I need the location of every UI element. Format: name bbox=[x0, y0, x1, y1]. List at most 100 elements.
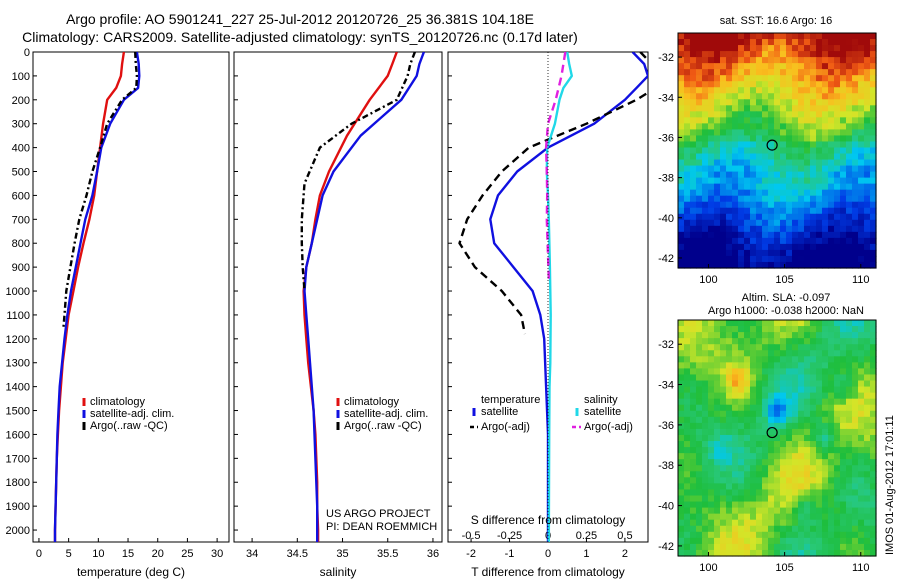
heatmap-cell bbox=[792, 87, 799, 94]
heatmap-cell bbox=[864, 171, 871, 179]
heatmap-cell bbox=[690, 129, 697, 137]
heatmap-cell bbox=[762, 123, 769, 131]
heatmap-cell bbox=[690, 362, 697, 370]
heatmap-cell bbox=[870, 243, 877, 251]
heatmap-cell bbox=[696, 441, 703, 448]
heatmap-cell bbox=[870, 213, 877, 221]
heatmap-cell bbox=[774, 117, 781, 124]
heatmap-cell bbox=[726, 225, 733, 233]
heatmap-cell bbox=[732, 93, 739, 100]
heatmap-cell bbox=[846, 57, 853, 64]
heatmap-cell bbox=[702, 489, 709, 497]
heatmap-cell bbox=[816, 189, 823, 197]
heatmap-cell bbox=[864, 320, 871, 327]
heatmap-cell bbox=[786, 483, 793, 491]
heatmap-cell bbox=[762, 75, 769, 82]
heatmap-cell bbox=[864, 153, 871, 161]
heatmap-cell bbox=[750, 459, 757, 466]
heatmap-cell bbox=[756, 344, 763, 351]
heatmap-cell bbox=[684, 543, 691, 551]
heatmap-cell bbox=[732, 129, 739, 137]
heatmap-cell bbox=[696, 159, 703, 167]
heatmap-cell bbox=[708, 368, 715, 376]
heatmap-cell bbox=[750, 368, 757, 376]
heatmap-cell bbox=[834, 177, 841, 185]
heatmap-cell bbox=[792, 380, 799, 388]
heatmap-cell bbox=[840, 111, 847, 118]
heatmap-cell bbox=[708, 69, 715, 76]
heatmap-cell bbox=[852, 213, 859, 221]
heatmap-cell bbox=[870, 195, 877, 203]
heatmap-cell bbox=[696, 531, 703, 539]
heatmap-cell bbox=[696, 81, 703, 88]
heatmap-cell bbox=[858, 495, 865, 503]
heatmap-cell bbox=[738, 237, 745, 245]
heatmap-cell bbox=[720, 159, 727, 167]
heatmap-cell bbox=[720, 525, 727, 533]
heatmap-cell bbox=[870, 362, 877, 370]
heatmap-cell bbox=[870, 477, 877, 484]
heatmap-cell bbox=[726, 117, 733, 124]
heatmap-cell bbox=[822, 513, 829, 521]
heatmap-cell bbox=[768, 441, 775, 448]
heatmap-cell bbox=[798, 441, 805, 448]
heatmap-cell bbox=[828, 219, 835, 227]
heatmap-cell bbox=[684, 171, 691, 179]
heatmap-cell bbox=[864, 249, 871, 257]
y-tick-label: 1600 bbox=[6, 429, 30, 441]
heatmap-cell bbox=[714, 501, 721, 509]
heatmap-cell bbox=[804, 237, 811, 245]
heatmap-cell bbox=[678, 434, 685, 442]
heatmap-cell bbox=[780, 249, 787, 257]
heatmap-cell bbox=[852, 447, 859, 454]
heatmap-cell bbox=[774, 495, 781, 503]
heatmap-cell bbox=[810, 141, 817, 149]
heatmap-cell bbox=[792, 51, 799, 58]
heatmap-cell bbox=[756, 225, 763, 233]
heatmap-cell bbox=[744, 207, 751, 215]
heatmap-cell bbox=[822, 489, 829, 497]
heatmap-cell bbox=[720, 255, 727, 263]
heatmap-cell bbox=[822, 141, 829, 149]
heatmap-cell bbox=[780, 87, 787, 94]
heatmap-cell bbox=[858, 243, 865, 251]
heatmap-cell bbox=[684, 123, 691, 131]
heatmap-cell bbox=[744, 171, 751, 179]
heatmap-cell bbox=[834, 225, 841, 233]
heatmap-cell bbox=[852, 63, 859, 70]
heatmap-cell bbox=[702, 39, 709, 46]
heatmap-cell bbox=[714, 189, 721, 197]
heatmap-cell bbox=[738, 531, 745, 539]
heatmap-cell bbox=[840, 237, 847, 245]
heatmap-cell bbox=[714, 416, 721, 424]
heatmap-cell bbox=[690, 225, 697, 233]
heatmap-cell bbox=[840, 549, 847, 557]
heatmap-cell bbox=[834, 320, 841, 327]
heatmap-cell bbox=[696, 69, 703, 76]
heatmap-cell bbox=[726, 320, 733, 327]
heatmap-cell bbox=[804, 69, 811, 76]
heatmap-cell bbox=[768, 225, 775, 233]
heatmap-cell bbox=[858, 404, 865, 412]
heatmap-cell bbox=[690, 356, 697, 363]
heatmap-cell bbox=[846, 39, 853, 46]
heatmap-cell bbox=[720, 63, 727, 70]
heatmap-cell bbox=[774, 249, 781, 257]
heatmap-cell bbox=[744, 374, 751, 382]
heatmap-cell bbox=[750, 261, 757, 269]
heatmap-cell bbox=[822, 434, 829, 442]
heatmap-cell bbox=[690, 153, 697, 161]
heatmap-cell bbox=[810, 428, 817, 436]
heatmap-cell bbox=[708, 123, 715, 131]
heatmap-cell bbox=[768, 537, 775, 545]
heatmap-cell bbox=[744, 519, 751, 527]
heatmap-cell bbox=[834, 447, 841, 454]
heatmap-cell bbox=[780, 447, 787, 454]
heatmap-cell bbox=[720, 81, 727, 88]
heatmap-cell bbox=[678, 243, 685, 251]
map-y-tick-label: -36 bbox=[658, 420, 674, 432]
heatmap-cell bbox=[780, 332, 787, 339]
heatmap-cell bbox=[828, 356, 835, 363]
heatmap-cell bbox=[738, 111, 745, 118]
heatmap-cell bbox=[756, 374, 763, 382]
